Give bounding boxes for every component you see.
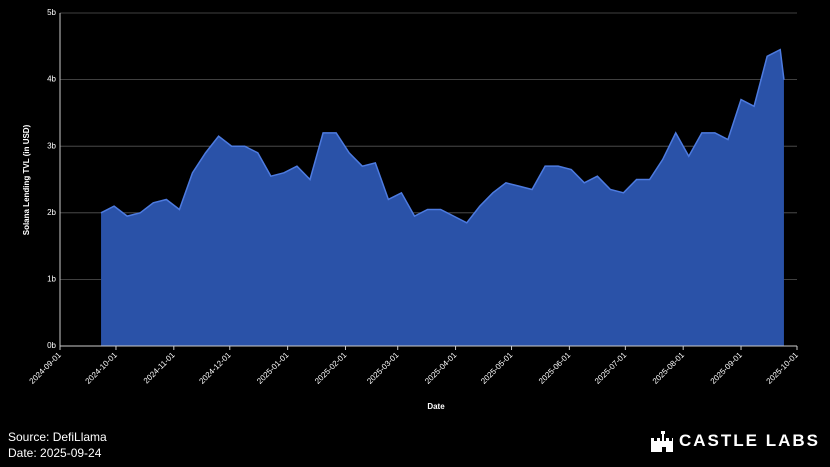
x-tick-label: 2025-09-01 xyxy=(709,350,745,386)
y-tick-label: 4b xyxy=(47,75,56,84)
x-tick-label: 2025-03-01 xyxy=(365,350,401,386)
date-note: Date: 2025-09-24 xyxy=(8,446,102,460)
brand-icon xyxy=(651,431,673,452)
x-tick-label: 2025-10-01 xyxy=(765,350,801,386)
x-tick-label: 2025-02-01 xyxy=(313,350,349,386)
brand: CASTLE LABS xyxy=(649,430,820,452)
y-axis-label: Solana Lending TVL (in USD) xyxy=(22,124,31,235)
brand-name: CASTLE LABS xyxy=(679,431,820,450)
x-tick-label: 2025-01-01 xyxy=(255,350,291,386)
x-tick-label: 2024-12-01 xyxy=(197,350,233,386)
x-tick-label: 2025-07-01 xyxy=(593,350,629,386)
x-tick-label: 2024-09-01 xyxy=(28,350,64,386)
x-tick-label: 2025-04-01 xyxy=(423,350,459,386)
x-axis-label: Date xyxy=(427,402,445,411)
y-tick-label: 5b xyxy=(47,8,56,17)
area-line xyxy=(100,48,785,224)
y-tick-label: 1b xyxy=(47,275,56,284)
x-tick-label: 2025-05-01 xyxy=(479,350,515,386)
x-tick-label: 2025-08-01 xyxy=(651,350,687,386)
y-tick-label: 0b xyxy=(47,341,56,350)
area xyxy=(101,49,784,346)
x-tick-label: 2024-10-01 xyxy=(84,350,120,386)
y-tick-label: 2b xyxy=(47,208,56,217)
source: Source: DefiLlama xyxy=(8,430,107,444)
y-tick-label: 3b xyxy=(47,141,56,150)
x-tick-label: 2024-11-01 xyxy=(142,350,177,385)
x-tick-label: 2025-06-01 xyxy=(537,350,573,386)
